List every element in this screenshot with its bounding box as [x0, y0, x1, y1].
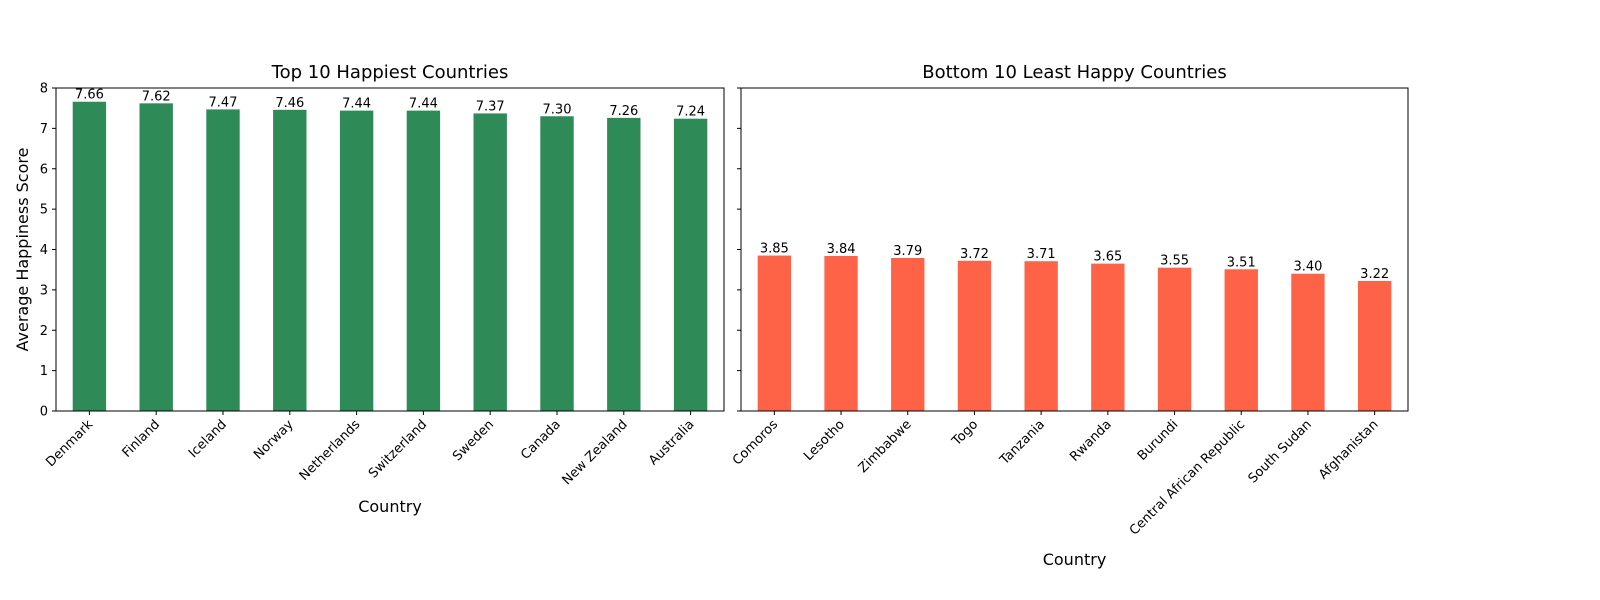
bar-togo — [957, 260, 992, 411]
x-tick-label: New Zealand — [560, 417, 631, 488]
x-tick-label: Iceland — [186, 417, 230, 461]
data-label: 3.51 — [1227, 255, 1256, 270]
bar-south-sudan — [1291, 273, 1325, 411]
bar-australia — [673, 118, 708, 411]
x-tick-label: Lesotho — [801, 417, 848, 464]
bar-rwanda — [1091, 263, 1125, 411]
x-tick-label: Burundi — [1135, 417, 1182, 464]
chart-title: Top 10 Happiest Countries — [271, 62, 509, 83]
x-tick-label: Sweden — [450, 417, 497, 464]
bar-norway — [273, 109, 307, 412]
data-label: 7.44 — [409, 97, 438, 112]
x-tick-label: Afghanistan — [1316, 417, 1381, 482]
bar-afghanistan — [1357, 280, 1392, 411]
x-tick-label: Zimbabwe — [856, 417, 915, 476]
x-tick-label: Australia — [646, 417, 697, 468]
data-label: 3.71 — [1027, 247, 1056, 262]
x-tick-label: Comoros — [730, 417, 781, 468]
data-label: 3.72 — [960, 247, 989, 262]
y-tick-label: 4 — [40, 243, 48, 258]
bar-central-african-republic — [1224, 269, 1258, 411]
bar-switzerland — [406, 110, 441, 412]
bar-sweden — [473, 113, 507, 411]
data-label: 7.26 — [609, 104, 638, 119]
y-tick-label: 0 — [40, 405, 48, 420]
x-tick-label: Canada — [518, 417, 564, 463]
bar-burundi — [1157, 267, 1192, 411]
chart-title: Bottom 10 Least Happy Countries — [922, 62, 1226, 83]
x-tick-label: Netherlands — [297, 417, 364, 484]
bar-denmark — [72, 101, 107, 411]
x-tick-label: Switzerland — [366, 417, 430, 481]
data-label: 7.44 — [342, 97, 371, 112]
bar-canada — [540, 116, 574, 411]
y-tick-label: 3 — [40, 283, 48, 298]
x-tick-label: South Sudan — [1246, 417, 1315, 486]
x-tick-label: Finland — [120, 417, 163, 460]
data-label: 3.85 — [760, 242, 789, 257]
bar-iceland — [206, 109, 240, 412]
x-tick-label: Central African Republic — [1127, 417, 1248, 538]
data-label: 3.65 — [1093, 250, 1122, 265]
y-tick-label: 2 — [40, 324, 48, 339]
data-label: 7.24 — [676, 105, 705, 120]
data-label: 3.84 — [827, 242, 856, 257]
axes-frame — [55, 87, 725, 412]
x-axis-label: Country — [358, 497, 422, 516]
data-label: 3.22 — [1360, 267, 1389, 282]
bar-lesotho — [824, 255, 858, 411]
bar-zimbabwe — [891, 257, 925, 411]
axes-frame — [740, 87, 1409, 412]
data-label: 7.46 — [275, 96, 304, 111]
x-tick-label: Togo — [949, 417, 981, 449]
x-tick-label: Tanzania — [997, 417, 1048, 468]
y-tick-label: 6 — [40, 162, 48, 177]
bar-comoros — [757, 255, 792, 411]
data-label: 7.30 — [543, 102, 572, 117]
data-label: 7.37 — [476, 99, 505, 114]
y-tick-label: 1 — [40, 364, 48, 379]
data-label: 7.47 — [209, 95, 238, 110]
bar-finland — [139, 103, 173, 411]
y-axis-label: Average Happiness Score — [13, 148, 32, 352]
data-label: 7.62 — [142, 89, 171, 104]
bar-tanzania — [1024, 261, 1058, 411]
data-label: 3.79 — [893, 244, 922, 259]
data-label: 3.55 — [1160, 254, 1189, 269]
data-label: 7.66 — [75, 88, 104, 103]
x-tick-label: Denmark — [43, 417, 96, 470]
bar-netherlands — [339, 110, 374, 412]
top-10-chart: Top 10 Happiest Countries 7.66 Denmark 7.62… — [13, 62, 725, 516]
y-tick-label: 8 — [40, 82, 48, 97]
data-label: 3.40 — [1293, 260, 1322, 275]
y-tick-label: 7 — [40, 122, 48, 137]
bottom-10-chart: Bottom 10 Least Happy Countries 3.85 Comor… — [730, 62, 1409, 569]
x-tick-label: Norway — [251, 417, 297, 463]
x-axis-label: Country — [1043, 550, 1107, 569]
y-tick-label: 5 — [40, 203, 48, 218]
bar-new-zealand — [607, 117, 641, 411]
x-tick-label: Rwanda — [1067, 417, 1114, 464]
